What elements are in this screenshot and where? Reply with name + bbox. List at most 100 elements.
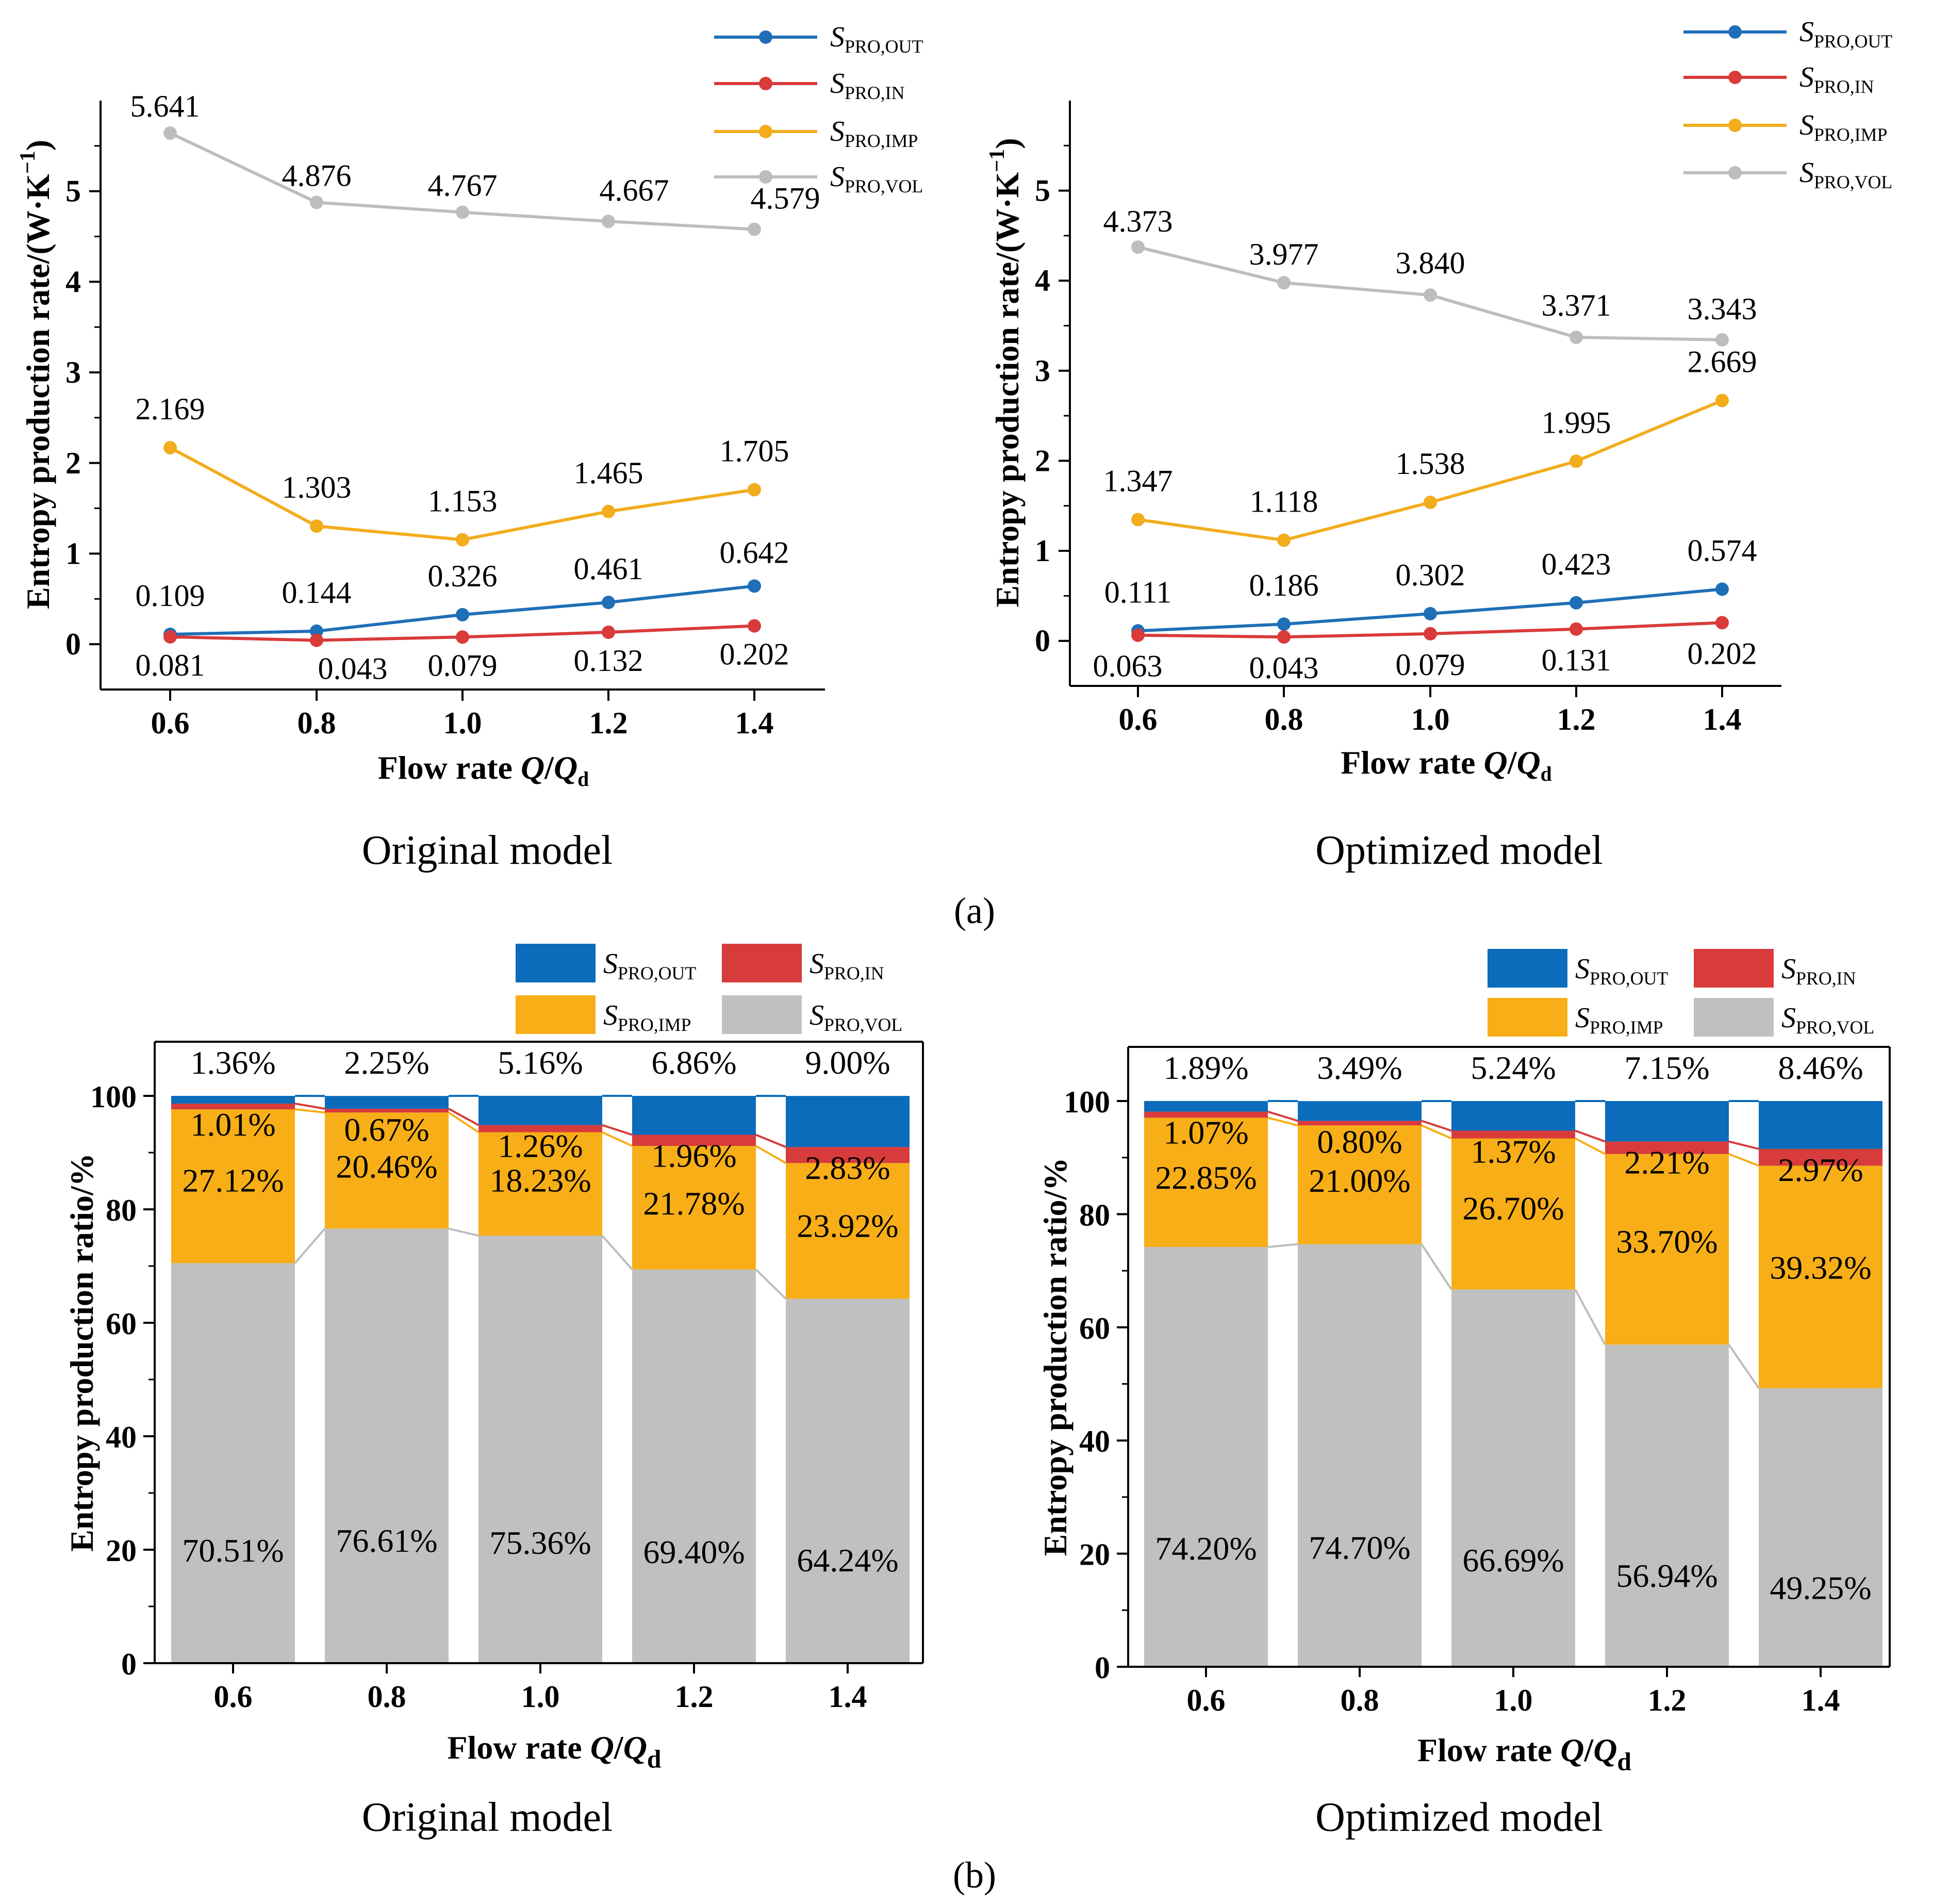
bar-label-imp: 22.85% — [1155, 1159, 1257, 1196]
x-tick-label: 1.0 — [1494, 1683, 1533, 1717]
data-label: 4.876 — [282, 158, 352, 192]
data-point — [1424, 606, 1437, 620]
bar-segment-pro-in — [1144, 1111, 1268, 1118]
legend-swatch — [722, 995, 802, 1034]
data-label: 1.153 — [428, 484, 498, 518]
series-pro-in: 0.063 0.043 0.079 0.131 0.202 — [1093, 616, 1757, 685]
y-tick-label: 2 — [1035, 444, 1050, 478]
bar-segment-pro-vol — [1451, 1289, 1575, 1667]
data-label: 0.144 — [282, 576, 352, 610]
legend-swatch-marker — [1728, 25, 1742, 39]
y-tick-label: 100 — [90, 1080, 137, 1114]
bar-connector-line — [1421, 1120, 1452, 1132]
bar-segment-pro-imp — [1759, 1166, 1882, 1388]
data-label: 0.111 — [1104, 575, 1172, 609]
bar-label-out: 9.00% — [805, 1044, 890, 1081]
chart-caption: Optimized model — [1315, 1795, 1603, 1840]
data-label: 3.371 — [1542, 288, 1611, 322]
data-label: 0.132 — [574, 644, 643, 678]
bar-label-out: 1.89% — [1163, 1049, 1248, 1086]
legend-label: SPRO,OUT — [830, 21, 923, 57]
data-point — [456, 533, 469, 547]
x-tick-label: 1.0 — [443, 706, 482, 740]
bar-label-out: 2.25% — [344, 1044, 429, 1081]
bar-segment-pro-out — [325, 1096, 449, 1109]
line-original-chart: 0 1 2 3 4 5 0.6 0.8 1.0 1.2 1.4 Entropy production … — [16, 21, 923, 873]
data-point — [1131, 240, 1145, 254]
data-point — [310, 195, 323, 209]
data-point — [602, 215, 615, 228]
legend-swatch — [1694, 949, 1774, 988]
data-point — [1570, 622, 1583, 636]
bar-label-imp: 23.92% — [797, 1208, 898, 1244]
bar-label-imp: 26.70% — [1462, 1190, 1564, 1226]
bar-connector-line — [294, 1108, 325, 1114]
legend-label: SPRO,IN — [1781, 953, 1856, 989]
data-label: 4.667 — [600, 173, 669, 207]
data-label: 3.840 — [1396, 246, 1465, 280]
data-label: 4.373 — [1103, 204, 1173, 238]
data-label: 0.079 — [1396, 648, 1465, 682]
bar-label-in: 1.26% — [498, 1128, 583, 1164]
bar-segment-pro-imp — [632, 1146, 756, 1270]
y-tick-label: 5 — [1035, 174, 1050, 208]
legend: SPRO,OUT SPRO,IN SPRO,IMP SPRO,VOL — [1683, 16, 1892, 192]
bar-label-vol: 64.24% — [797, 1542, 898, 1579]
legend-swatch-marker — [759, 77, 772, 90]
data-point — [1715, 616, 1729, 630]
bar-segment-pro-imp — [1451, 1138, 1575, 1290]
bar-label-vol: 74.70% — [1309, 1530, 1410, 1566]
data-point — [1277, 617, 1291, 631]
data-point — [1570, 331, 1583, 344]
data-point — [456, 205, 469, 219]
data-label: 0.186 — [1249, 568, 1319, 602]
x-tick-label: 1.2 — [1648, 1683, 1687, 1717]
data-label: 0.302 — [1396, 558, 1465, 592]
bar-connector-line — [294, 1227, 326, 1264]
bar-label-imp: 18.23% — [489, 1162, 591, 1199]
data-point — [310, 633, 323, 647]
legend-swatch-marker — [759, 125, 772, 138]
data-point — [748, 483, 761, 497]
bar-label-out: 3.49% — [1317, 1049, 1402, 1086]
x-tick-label: 1.2 — [1557, 702, 1596, 736]
bar-connector-line — [448, 1108, 479, 1126]
bar-segment-pro-in — [786, 1147, 910, 1163]
data-point — [1277, 630, 1291, 644]
bar-label-in: 1.96% — [651, 1137, 736, 1174]
data-point — [748, 222, 761, 236]
data-point — [1715, 393, 1729, 407]
legend: SPRO,OUT SPRO,IN SPRO,IMP SPRO,VOL — [1488, 949, 1874, 1038]
y-tick-label: 40 — [106, 1420, 137, 1454]
y-tick-label: 3 — [65, 355, 81, 389]
bar-label-in: 2.83% — [805, 1150, 890, 1186]
data-label: 0.202 — [1688, 636, 1757, 670]
bar-label-imp: 21.00% — [1309, 1162, 1410, 1199]
bar-label-out: 5.16% — [498, 1044, 583, 1081]
legend-swatch-marker — [759, 30, 772, 44]
data-point — [1424, 288, 1437, 302]
data-point — [310, 519, 323, 533]
bar-original-chart: 0 20 40 60 80 100 0.6 0.8 1.0 1.2 1.4 Entropy produ… — [63, 944, 924, 1840]
data-point — [163, 630, 177, 644]
legend-label: SPRO,IN — [810, 948, 884, 983]
data-label: 0.109 — [136, 579, 205, 613]
data-label: 2.669 — [1688, 345, 1757, 379]
data-label: 3.977 — [1249, 237, 1319, 271]
x-tick-label: 1.0 — [521, 1680, 560, 1714]
bar-label-imp: 27.12% — [182, 1162, 284, 1199]
data-point — [456, 608, 469, 621]
bar-label-vol: 49.25% — [1770, 1570, 1871, 1606]
legend-label: SPRO,VOL — [1799, 157, 1892, 192]
legend-label: SPRO,IMP — [603, 999, 691, 1035]
bar-connector-line — [1267, 1110, 1298, 1122]
x-tick-label: 0.8 — [298, 706, 336, 740]
data-point — [1277, 276, 1291, 290]
bar-segment-pro-vol — [1144, 1247, 1268, 1667]
data-label: 0.326 — [428, 559, 498, 593]
legend: SPRO,OUT SPRO,IN SPRO,IMP SPRO,VOL — [516, 944, 902, 1035]
y-tick-label: 80 — [1079, 1198, 1110, 1232]
bar-connector-line — [1267, 1117, 1298, 1127]
data-label: 1.118 — [1250, 484, 1318, 518]
